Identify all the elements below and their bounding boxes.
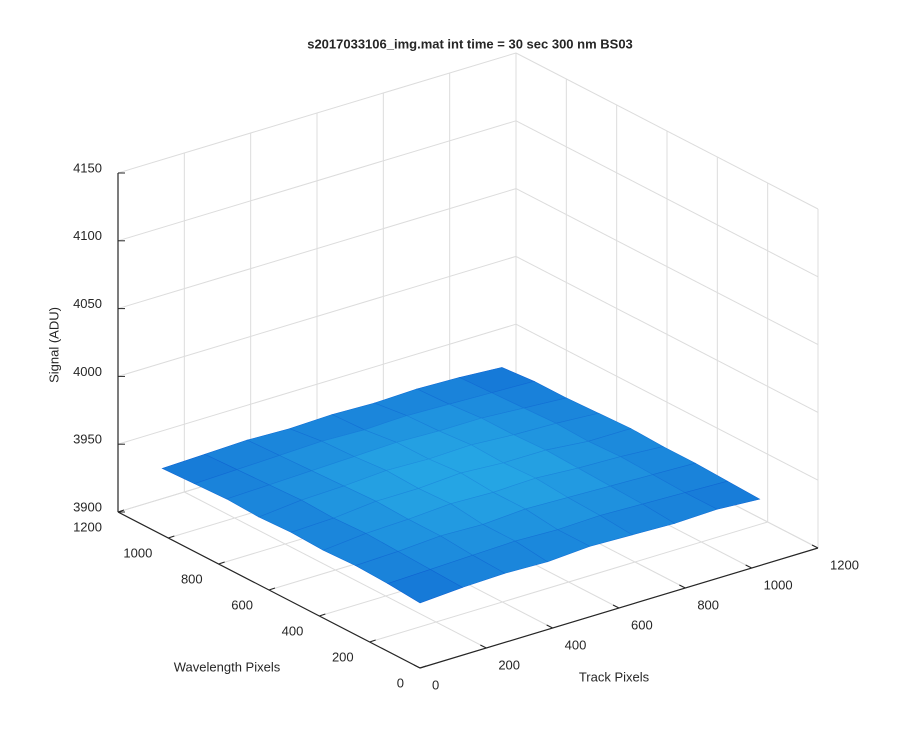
grid-line [515, 323, 819, 481]
grid-line [117, 323, 517, 445]
grid-line [515, 188, 819, 346]
y-tick-label: 1200 [73, 519, 102, 534]
y-tick [268, 587, 276, 591]
x-tick-label: 600 [631, 617, 653, 632]
x-tick-label: 0 [432, 677, 439, 692]
y-tick-label: 600 [231, 597, 253, 612]
z-tick-label: 4050 [73, 296, 102, 311]
grid-line [515, 52, 819, 210]
y-tick [168, 535, 175, 539]
y-tick-label: 800 [181, 571, 203, 586]
x-tick-label: 1200 [830, 557, 859, 572]
chart-title: s2017033106_img.mat int time = 30 sec 30… [307, 36, 633, 51]
y-tick [369, 639, 376, 643]
y-tick-label: 0 [397, 675, 404, 690]
x-tick [546, 624, 553, 629]
x-tick [679, 584, 686, 589]
y-tick [419, 665, 427, 669]
grid-line [117, 120, 517, 242]
y-tick-label: 200 [332, 649, 354, 664]
grid-line [515, 120, 819, 278]
x-tick [811, 544, 819, 549]
z-axis-label: Signal (ADU) [46, 307, 61, 383]
x-tick [413, 664, 421, 669]
x-tick-label: 1000 [764, 577, 793, 592]
x-axis-label: Track Pixels [579, 669, 650, 684]
x-tick-label: 800 [697, 597, 719, 612]
x-tick [480, 644, 487, 649]
z-tick-label: 3900 [73, 499, 102, 514]
z-tick-label: 4000 [73, 364, 102, 379]
z-tick-label: 3950 [73, 432, 102, 447]
y-tick-label: 400 [282, 623, 304, 638]
x-tick [745, 564, 752, 569]
y-axis-label: Wavelength Pixels [174, 659, 281, 674]
x-tick-label: 400 [565, 637, 587, 652]
z-tick-label: 4150 [73, 160, 102, 175]
grid-line [117, 188, 517, 310]
grid-line [117, 255, 517, 377]
y-tick [319, 613, 326, 617]
x-tick-label: 200 [498, 657, 520, 672]
grid-line [369, 521, 768, 643]
grid-line [515, 255, 819, 413]
x-tick [612, 604, 620, 609]
grid-line [117, 52, 517, 174]
z-tick-label: 4100 [73, 228, 102, 243]
surface-patch [387, 569, 464, 604]
y-tick-label: 1000 [123, 545, 152, 560]
y-tick [218, 561, 225, 565]
